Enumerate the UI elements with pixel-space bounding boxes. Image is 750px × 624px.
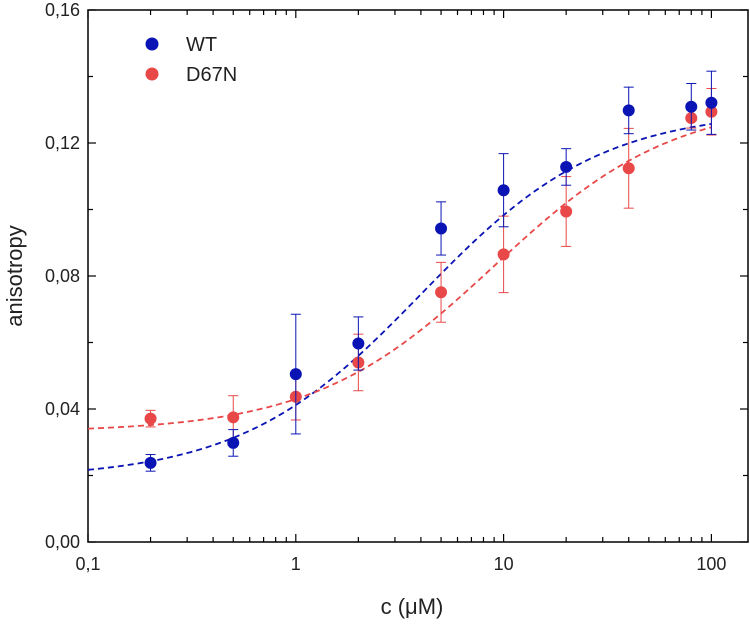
fit-curve-d67n [87, 126, 712, 430]
data-point-wt [352, 337, 365, 350]
y-tick-label: 0,12 [45, 133, 80, 153]
data-point-d67n [144, 412, 157, 425]
y-axis: 0,00 0,04 0,08 0,12 0,16 [45, 0, 748, 552]
data-point-wt [289, 368, 302, 381]
data-point-wt [144, 456, 157, 469]
x-tick-label: 0,1 [75, 554, 100, 574]
data-point-wt [560, 160, 573, 173]
fit-curves [87, 123, 712, 471]
y-tick-label: 0,16 [45, 0, 80, 20]
y-tick-label: 0,00 [45, 532, 80, 552]
data-point-wt [497, 184, 510, 197]
y-tick-label: 0,04 [45, 399, 80, 419]
x-tick-label: 100 [696, 554, 726, 574]
fit-curve-wt [87, 123, 712, 471]
legend: WT D67N [145, 34, 237, 86]
plot-frame [87, 9, 749, 543]
data-point-d67n [560, 205, 573, 218]
x-axis-title: c (μM) [381, 594, 444, 619]
data-points [144, 70, 718, 472]
data-point-wt [227, 436, 240, 449]
data-point-wt [435, 222, 448, 235]
legend-marker-d67n [145, 67, 159, 81]
x-tick-label: 10 [494, 554, 514, 574]
legend-label-wt: WT [186, 34, 217, 56]
y-tick-label: 0,08 [45, 266, 80, 286]
data-point-d67n [227, 411, 240, 424]
data-point-wt [705, 96, 718, 109]
data-point-d67n [435, 286, 448, 299]
legend-marker-wt [145, 37, 159, 51]
x-tick-label: 1 [291, 554, 301, 574]
data-point-d67n [622, 162, 635, 175]
data-point-d67n [497, 248, 510, 261]
legend-label-d67n: D67N [186, 64, 237, 86]
y-axis-title: anisotropy [2, 225, 27, 327]
x-axis: 0,1 1 10 100 [75, 10, 726, 574]
data-point-wt [685, 100, 698, 113]
data-point-wt [622, 104, 635, 117]
